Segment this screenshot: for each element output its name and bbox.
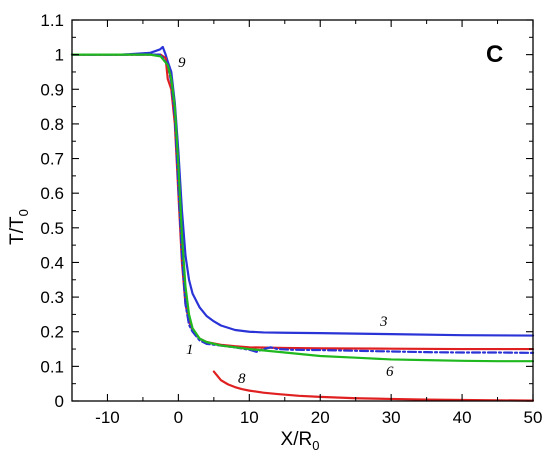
x-axis-title: X/R0 [281,429,320,453]
series-line-8 [212,370,535,402]
x-tick-label: 10 [240,408,259,427]
y-tick-label: 0.9 [40,80,64,99]
y-tick-label: 1.1 [40,11,64,30]
y-axis-title-main: T/T [7,216,28,245]
curve-label-3: 3 [379,314,388,330]
curve-label-1: 1 [186,342,194,358]
curve-label-6: 6 [386,364,394,380]
y-tick-label: 0.6 [40,184,64,203]
x-tick-label: 50 [524,408,543,427]
curve-label-8: 8 [238,371,246,387]
x-tick-label: 40 [453,408,472,427]
x-tick-label: -10 [95,408,120,427]
plot-frame [71,19,534,402]
y-tick-label: 0.7 [40,150,64,169]
y-tick-label: 0.4 [40,253,64,272]
x-axis-title-sub: 0 [312,438,319,453]
y-axis-title: T/T0 [7,209,31,245]
x-tick-label: 0 [174,408,183,427]
curve-label-9: 9 [178,55,186,71]
y-tick-label: 1 [55,46,64,65]
y-axis-title-sub: 0 [16,209,31,216]
panel-label: C [486,41,503,68]
x-tick-label: 30 [382,408,401,427]
x-axis-title-main: X/R [281,429,313,450]
series-line-9 [70,53,535,351]
x-tick-label: 20 [311,408,330,427]
series-layer [70,45,535,402]
y-tick-label: 0.8 [40,115,64,134]
series-line-6 [70,53,535,363]
y-tick-label: 0.3 [40,288,64,307]
series-line-1 [70,53,535,354]
y-tick-label: 0.1 [40,357,64,376]
y-tick-label: 0.2 [40,323,64,342]
ticks-layer: -10 0 10 20 30 40 50 0 0.1 0.2 0.3 0.4 0.5 0.6 0.7 0.8 0… [40,11,542,427]
y-tick-label: 0.5 [40,219,64,238]
series-line-3 [70,45,535,337]
y-tick-label: 0 [55,392,64,411]
